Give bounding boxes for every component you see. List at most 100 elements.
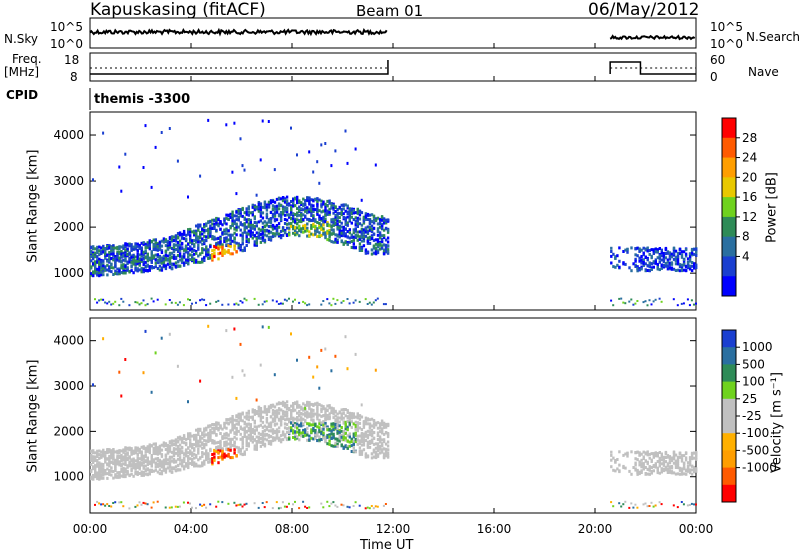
echo-cell <box>211 253 214 257</box>
echo-cell <box>370 213 374 217</box>
echo-cell <box>283 405 287 409</box>
echo-cell <box>96 459 99 462</box>
echo-cell <box>310 418 313 422</box>
echo-cell <box>312 207 315 211</box>
echo-cell <box>386 422 390 426</box>
echo-cell <box>310 414 313 418</box>
echo-cell <box>346 223 349 227</box>
echo-cell <box>178 435 182 439</box>
echo-cell <box>104 450 107 454</box>
echo-cell <box>364 434 368 438</box>
echo-cell <box>275 208 279 212</box>
echo-cell <box>346 367 349 371</box>
echo-cell <box>152 243 155 246</box>
echo-cell <box>215 505 218 508</box>
echo-cell <box>306 206 309 210</box>
echo-cell <box>261 205 265 209</box>
echo-cell <box>172 243 176 247</box>
echo-cell <box>310 430 313 434</box>
echo-cell <box>124 269 127 273</box>
echo-cell <box>247 207 250 211</box>
echo-cell <box>118 501 121 504</box>
echo-cell <box>217 461 220 465</box>
echo-cell <box>368 507 371 510</box>
echo-cell <box>259 440 263 444</box>
echo-cell <box>108 244 111 248</box>
echo-cell <box>245 441 248 445</box>
echo-cell <box>118 250 121 254</box>
echo-cell <box>366 434 370 438</box>
echo-cell <box>118 304 121 307</box>
echo-cell <box>172 454 176 458</box>
echo-cell <box>142 241 145 245</box>
echo-cell <box>318 226 321 230</box>
echo-cell <box>358 446 362 450</box>
echo-cell <box>634 451 637 455</box>
echo-cell <box>670 457 674 461</box>
echo-cell <box>660 258 663 262</box>
echo-cell <box>664 251 668 255</box>
echo-cell <box>195 301 197 304</box>
echo-cell <box>296 430 299 434</box>
echo-cell <box>660 300 663 303</box>
echo-cell <box>638 453 641 457</box>
echo-cell <box>336 412 339 416</box>
echo-cell <box>96 260 99 264</box>
echo-cell <box>384 423 388 427</box>
echo-cell <box>150 265 153 268</box>
echo-cell <box>374 247 378 251</box>
echo-cell <box>658 260 661 264</box>
echo-cell <box>233 424 236 428</box>
echo-cell <box>221 231 224 235</box>
echo-cell <box>158 460 162 463</box>
echo-cell <box>257 409 261 413</box>
echo-cell <box>104 247 107 250</box>
echo-cell <box>354 433 357 437</box>
echo-cell <box>640 465 643 469</box>
echo-cell <box>356 238 359 242</box>
echo-cell <box>98 502 101 505</box>
echo-cell <box>126 464 129 468</box>
echo-cell <box>225 239 228 243</box>
echo-cell <box>306 229 309 233</box>
echo-cell <box>618 297 621 300</box>
echo-cell <box>142 501 145 504</box>
echo-cell <box>235 218 238 222</box>
echo-cell <box>142 473 145 477</box>
echo-cell <box>243 168 246 172</box>
echo-cell <box>296 358 298 362</box>
echo-cell <box>140 470 143 474</box>
echo-cell <box>372 244 376 248</box>
echo-cell <box>324 217 327 221</box>
echo-cell <box>245 422 248 426</box>
echo-cell <box>122 466 125 470</box>
echo-cell <box>116 257 119 261</box>
echo-cell <box>664 455 668 459</box>
echo-cell <box>636 266 639 270</box>
echo-cell <box>290 421 293 425</box>
echo-cell <box>316 434 319 438</box>
echo-cell <box>366 225 370 229</box>
echo-cell <box>120 394 123 398</box>
echo-cell <box>265 300 268 303</box>
echo-cell <box>290 210 293 214</box>
echo-cell <box>96 464 99 468</box>
echo-cell <box>372 226 376 230</box>
echo-cell <box>96 248 99 252</box>
echo-cell <box>193 231 196 235</box>
echo-cell <box>275 409 279 413</box>
echo-cell <box>118 256 121 260</box>
echo-cell <box>247 222 250 226</box>
echo-cell <box>259 437 263 440</box>
echo-cell <box>680 263 684 267</box>
echo-cell <box>136 473 139 476</box>
echo-cell <box>152 254 155 258</box>
echo-cell <box>356 429 359 433</box>
echo-cell <box>668 460 672 464</box>
echo-cell <box>364 439 368 442</box>
echo-cell <box>322 506 325 509</box>
echo-cell <box>122 247 125 250</box>
echo-cell <box>98 469 101 473</box>
echo-cell <box>352 505 355 507</box>
echo-cell <box>193 258 196 262</box>
